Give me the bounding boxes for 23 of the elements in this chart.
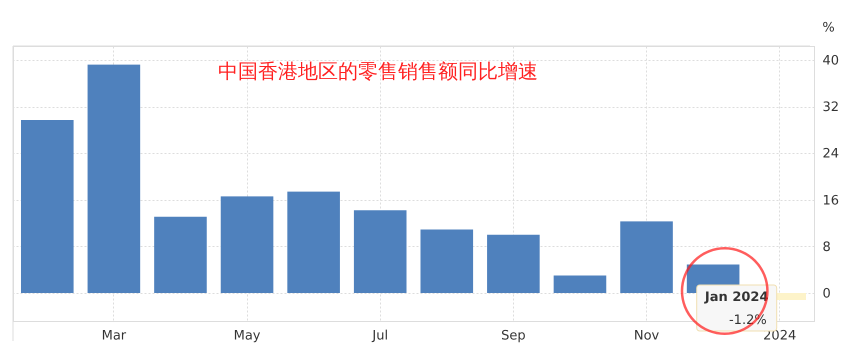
x-tick-label: May bbox=[234, 328, 261, 344]
text: 中国香港地区的零售销售额同比增速 bbox=[218, 59, 538, 83]
y-tick-label: 32 bbox=[822, 100, 840, 116]
y-tick-label: 40 bbox=[822, 53, 840, 68]
bar bbox=[620, 221, 673, 294]
y-tick-label: 0 bbox=[822, 286, 831, 302]
y-tick-label: 24 bbox=[822, 146, 840, 162]
x-tick-label: Sep bbox=[501, 328, 526, 344]
bar bbox=[287, 192, 340, 294]
bar bbox=[88, 64, 140, 294]
bar bbox=[354, 210, 407, 294]
bar bbox=[420, 230, 474, 294]
x-tick-label: Mar bbox=[102, 328, 127, 344]
x-tick-label: Nov bbox=[634, 328, 660, 344]
bar bbox=[20, 120, 74, 294]
bar bbox=[554, 276, 606, 294]
bar bbox=[154, 216, 207, 294]
bar bbox=[487, 234, 540, 294]
y-tick-label: 8 bbox=[822, 240, 831, 255]
bar bbox=[220, 196, 274, 294]
x-tick-label: Jul bbox=[371, 328, 388, 344]
y-tick-label: 16 bbox=[822, 193, 840, 208]
y-axis-title: % bbox=[822, 20, 835, 36]
